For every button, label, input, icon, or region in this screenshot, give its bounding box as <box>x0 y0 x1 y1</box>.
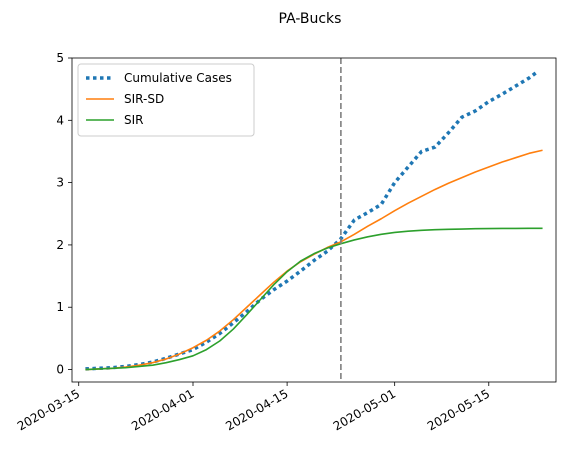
chart-title: PA-Bucks <box>279 11 342 27</box>
y-tick-label: 2 <box>56 238 64 252</box>
axes-frame <box>71 57 557 383</box>
y-tick-label: 1 <box>56 300 64 314</box>
legend-label: Cumulative Cases <box>124 71 232 85</box>
legend-label: SIR <box>124 113 144 127</box>
y-tick-label: 3 <box>56 176 64 190</box>
plot-area: 0 1 2 3 4 5 2020-03-15 2020-04-01 2020-04-15 2020… <box>15 51 557 433</box>
legend-label: SIR-SD <box>124 92 164 106</box>
x-tick-label: 2020-04-15 <box>223 386 290 433</box>
x-tick-label: 2020-04-01 <box>129 386 196 433</box>
series-group <box>85 71 543 371</box>
legend-box <box>77 63 255 137</box>
y-tick-label: 0 <box>56 363 64 377</box>
y-tick-label: 4 <box>56 113 64 127</box>
series-line-cumulative-cases <box>85 71 537 371</box>
x-tick-label: 2020-05-01 <box>331 386 398 433</box>
legend: Cumulative Cases SIR-SD SIR <box>77 63 255 137</box>
x-tick-label: 2020-03-15 <box>15 386 82 433</box>
x-tick-label: 2020-05-15 <box>425 386 492 433</box>
y-tick-label: 5 <box>56 51 64 65</box>
series-line-sir <box>85 227 543 371</box>
